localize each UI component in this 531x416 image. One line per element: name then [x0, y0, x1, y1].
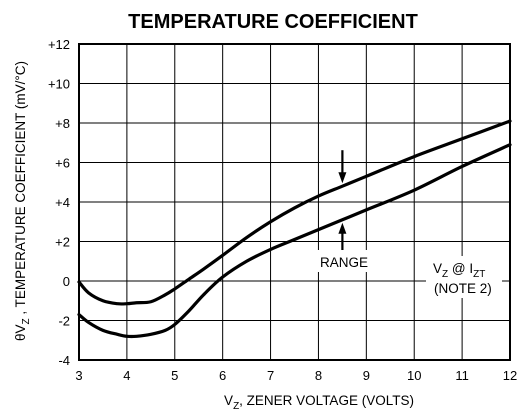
x-tick-label: 6	[219, 368, 226, 383]
grid	[78, 43, 511, 361]
y-tick-labels: -4 -2 0 +2 +4 +6 +8 +10 +12	[48, 37, 70, 368]
y-axis-label: θVZ , TEMPERATURE COEFFICIENT (mV/°C)	[13, 61, 32, 341]
x-tick-labels: 3 4 5 6 7 8 9 10 11 12	[75, 368, 517, 383]
x-tick-label: 8	[315, 368, 322, 383]
x-tick-label: 11	[455, 368, 469, 383]
y-tick-label: -2	[58, 314, 70, 329]
annotations: RANGE VZ @ IZT(NOTE 2)	[314, 150, 502, 298]
range-arrow-top-head	[338, 172, 347, 184]
x-axis-label: VZ, ZENER VOLTAGE (VOLTS)	[224, 393, 414, 412]
y-tick-label: +4	[55, 195, 70, 210]
y-tick-label: -4	[58, 353, 70, 368]
range-label: RANGE	[320, 255, 368, 270]
x-tick-label: 5	[171, 368, 178, 383]
x-tick-label: 9	[363, 368, 370, 383]
x-tick-label: 3	[75, 368, 82, 383]
y-tick-label: +6	[55, 156, 70, 171]
y-tick-label: +8	[55, 116, 70, 131]
y-tick-label: +12	[48, 37, 70, 52]
plot-frame	[78, 43, 511, 361]
chart-title: TEMPERATURE COEFFICIENT	[128, 11, 418, 33]
series-group	[77, 119, 512, 339]
x-tick-label: 12	[503, 368, 517, 383]
x-tick-label: 4	[123, 368, 130, 383]
note-bg	[426, 256, 502, 298]
range-arrow-bottom-head	[338, 222, 347, 234]
note-line-1: VZ @ IZT	[433, 261, 485, 280]
y-tick-label: +2	[55, 235, 70, 250]
note-line-2: (NOTE 2)	[434, 281, 492, 296]
y-tick-label: 0	[63, 274, 70, 289]
range-label-bg	[314, 250, 374, 272]
x-tick-label: 7	[267, 368, 274, 383]
lower-curve	[77, 143, 512, 339]
x-tick-label: 10	[407, 368, 421, 383]
y-tick-label: +10	[48, 77, 70, 92]
upper-curve	[77, 119, 512, 306]
